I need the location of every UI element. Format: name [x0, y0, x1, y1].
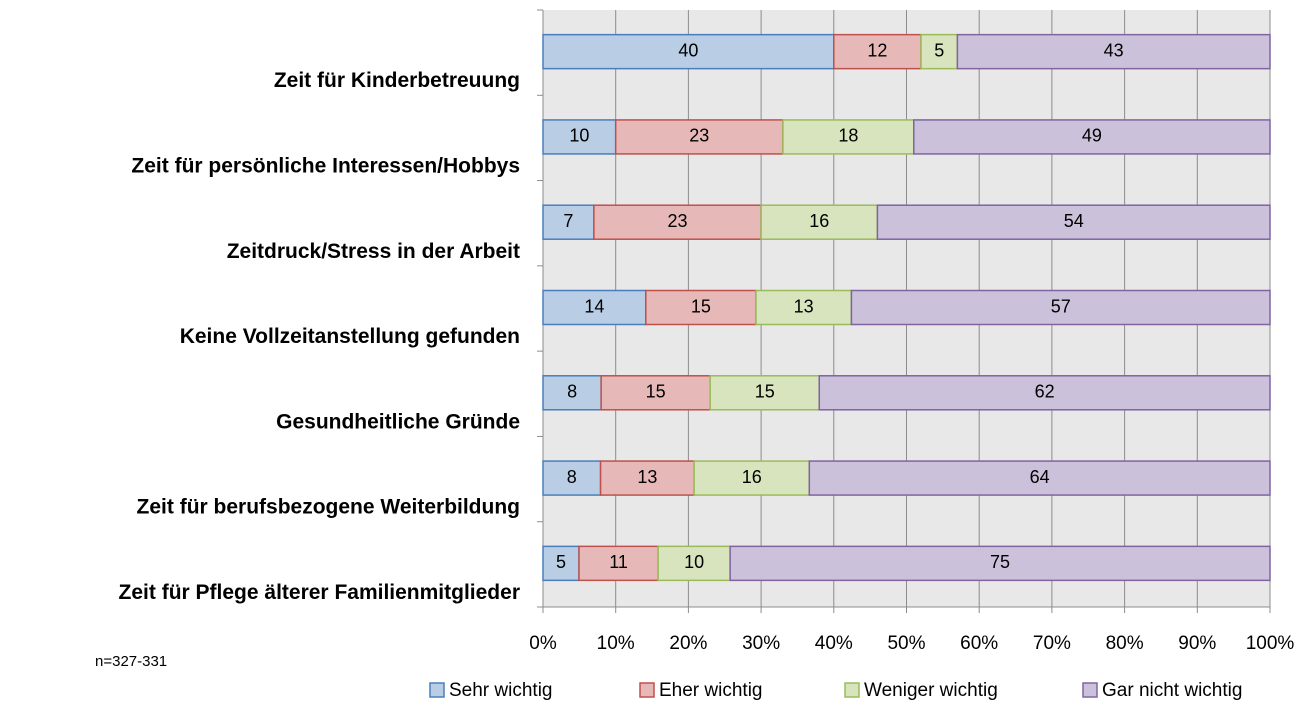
x-tick-label: 0%: [529, 633, 557, 654]
category-label: Keine Vollzeitanstellung gefunden: [180, 325, 520, 348]
legend-label: Weniger wichtig: [864, 680, 998, 701]
data-label: 15: [755, 382, 775, 402]
category-label: Gesundheitliche Gründe: [276, 410, 520, 433]
x-tick-label: 60%: [960, 633, 998, 654]
bar-segment: [808, 460, 1271, 496]
bar-segment: [920, 33, 959, 70]
data-label: 13: [637, 467, 657, 487]
data-label: 43: [1104, 40, 1124, 60]
category-label: Zeit für persönliche Interessen/Hobbys: [131, 154, 520, 177]
x-tick-label: 30%: [742, 633, 780, 654]
data-label: 11: [609, 552, 628, 572]
bar-segment: [850, 289, 1271, 326]
data-label: 12: [867, 40, 887, 60]
bar-segment: [956, 33, 1271, 70]
data-label: 10: [569, 126, 589, 146]
bar-segment: [578, 545, 659, 582]
bar-segment: [542, 119, 617, 155]
data-label: 49: [1082, 126, 1102, 146]
bar-segment: [729, 545, 1271, 582]
legend-swatch: [639, 682, 655, 698]
x-tick-label: 40%: [815, 633, 853, 654]
legend-label: Eher wichtig: [659, 680, 763, 701]
bar-segment: [593, 204, 762, 240]
legend-swatch: [429, 682, 445, 698]
annotation: n=327-331: [95, 653, 167, 670]
bar-segment: [542, 33, 835, 70]
data-label: 8: [567, 382, 577, 402]
data-label: 8: [567, 467, 577, 487]
data-label: 16: [809, 211, 829, 231]
data-label: 13: [794, 296, 814, 316]
category-label: Zeit für Kinderbetreuung: [274, 69, 520, 92]
data-label: 16: [742, 467, 762, 487]
data-label: 62: [1035, 382, 1055, 402]
data-label: 57: [1051, 296, 1071, 316]
category-label: Zeitdruck/Stress in der Arbeit: [227, 240, 520, 263]
data-label: 18: [838, 126, 858, 146]
bar-segment: [782, 119, 915, 155]
bar-segment: [755, 289, 853, 326]
x-tick-label: 50%: [887, 633, 925, 654]
legend-label: Gar nicht wichtig: [1102, 680, 1242, 701]
data-label: 15: [691, 296, 711, 316]
x-tick-label: 80%: [1106, 633, 1144, 654]
data-label: 15: [646, 382, 666, 402]
data-label: 23: [667, 211, 687, 231]
x-tick-label: 90%: [1178, 633, 1216, 654]
category-label: Zeit für berufsbezogene Weiterbildung: [137, 496, 520, 519]
bar-segment: [760, 204, 879, 240]
data-label: 5: [556, 552, 566, 572]
legend-label: Sehr wichtig: [449, 680, 553, 701]
x-tick-label: 100%: [1246, 633, 1295, 654]
data-label: 40: [678, 40, 698, 60]
bar-segment: [657, 545, 731, 582]
legend-swatch: [844, 682, 860, 698]
data-label: 54: [1064, 211, 1084, 231]
bar-segment: [600, 375, 711, 411]
bar-segment: [709, 375, 821, 411]
bar-segment: [818, 375, 1271, 411]
data-label: 64: [1030, 467, 1050, 487]
bar-segment: [913, 119, 1271, 155]
legend-swatch: [1082, 682, 1098, 698]
category-label: Zeit für Pflege älterer Familienmitglied…: [119, 581, 520, 604]
data-label: 10: [684, 552, 704, 572]
data-label: 7: [563, 211, 573, 231]
data-label: 5: [934, 40, 944, 60]
bar-segment: [542, 375, 602, 411]
data-label: 75: [990, 552, 1010, 572]
x-tick-label: 70%: [1033, 633, 1071, 654]
x-tick-label: 10%: [597, 633, 635, 654]
bar-segment: [542, 460, 602, 496]
x-tick-label: 20%: [669, 633, 707, 654]
bar-segment: [876, 204, 1271, 240]
data-label: 14: [584, 296, 604, 316]
data-label: 23: [689, 126, 709, 146]
